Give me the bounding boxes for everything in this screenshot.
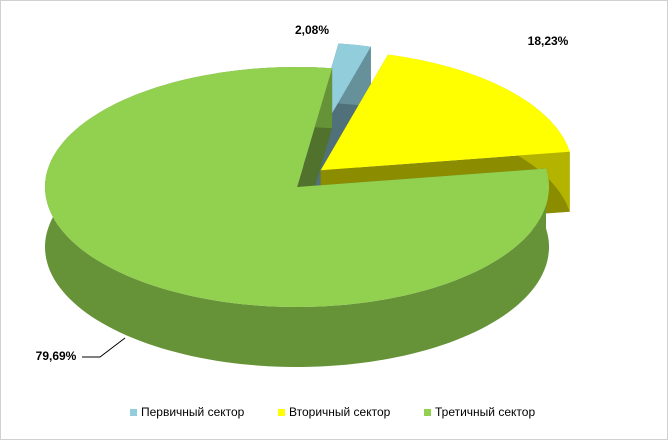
legend-label: Первичный сектор — [141, 405, 245, 419]
legend-swatch — [278, 409, 285, 416]
data-label: 79,69% — [36, 349, 77, 363]
legend-swatch — [424, 409, 431, 416]
legend-label: Третичный сектор — [435, 405, 535, 419]
data-label: 18,23% — [528, 34, 569, 48]
data-label: 2,08% — [295, 23, 329, 37]
leader-line — [82, 337, 126, 358]
slice — [45, 67, 549, 367]
legend-label: Вторичный сектор — [289, 405, 391, 419]
legend-swatch — [130, 409, 137, 416]
slice-top — [45, 67, 549, 307]
slice-top — [320, 54, 570, 171]
